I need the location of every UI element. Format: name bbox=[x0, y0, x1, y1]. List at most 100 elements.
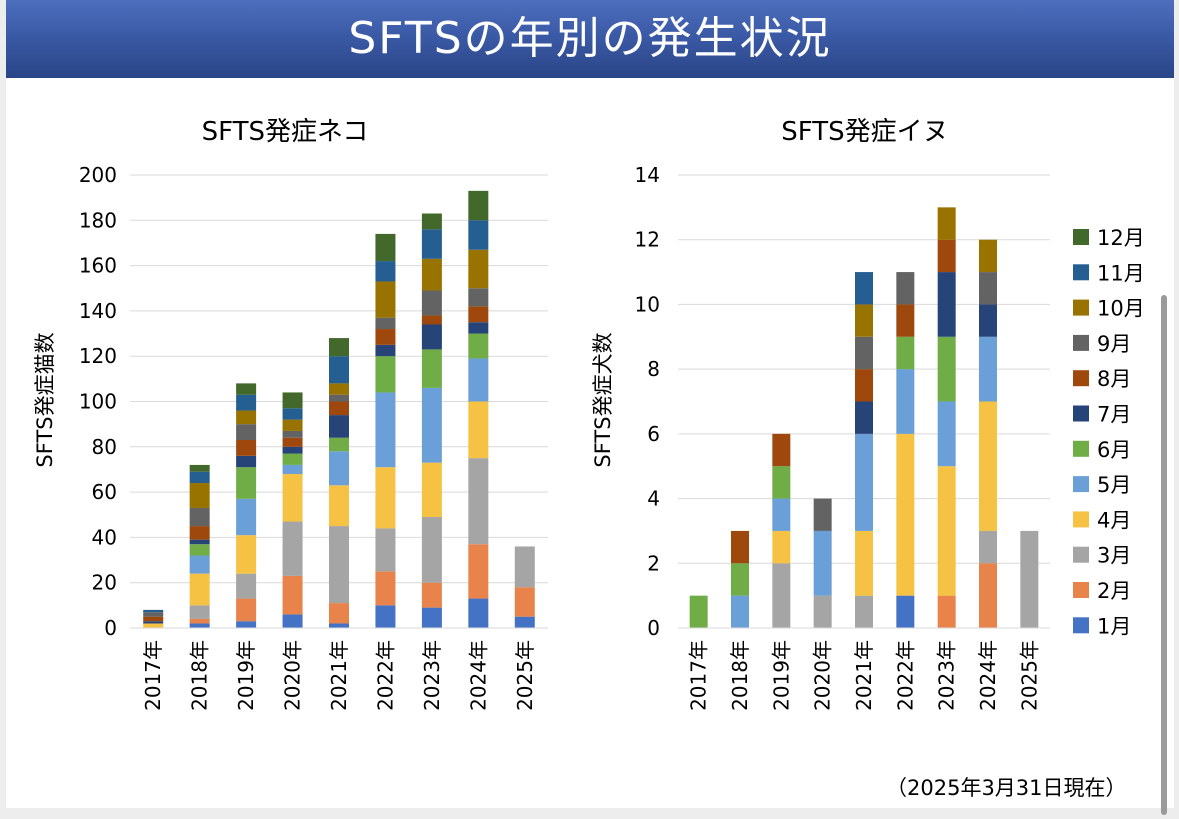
page-title: SFTSの年別の発生状況 bbox=[348, 13, 832, 64]
dog-bar-9 bbox=[979, 272, 997, 305]
dog-bar-6 bbox=[689, 595, 708, 628]
cat-bar-3 bbox=[421, 517, 442, 583]
dog-y-axis-label: SFTS発症犬数 bbox=[591, 332, 615, 467]
legend-label: 9月 bbox=[1097, 332, 1131, 356]
dog-bar-9 bbox=[896, 272, 915, 305]
cat-x-tick-label: 2024年 bbox=[466, 640, 490, 711]
dog-bar-10 bbox=[855, 304, 873, 337]
dog-bar-8 bbox=[855, 369, 873, 402]
legend-swatch bbox=[1073, 582, 1089, 598]
cat-bar-6 bbox=[236, 467, 257, 499]
dog-bar-10 bbox=[979, 239, 997, 273]
cat-chart-title: SFTS発症ネコ bbox=[202, 117, 369, 147]
legend-label: 7月 bbox=[1097, 403, 1131, 427]
cat-bar-8 bbox=[143, 616, 164, 622]
dog-bar-8 bbox=[896, 304, 915, 337]
cat-y-tick-label: 140 bbox=[79, 299, 117, 323]
cat-bar-4 bbox=[329, 485, 349, 527]
cat-bar-6 bbox=[282, 453, 303, 465]
cat-bar-5 bbox=[329, 451, 349, 486]
dog-bar-3 bbox=[979, 530, 997, 564]
legend-swatch bbox=[1073, 476, 1089, 493]
cat-bar-9 bbox=[468, 288, 489, 307]
cat-bar-3 bbox=[236, 573, 257, 599]
cat-bar-7 bbox=[143, 621, 164, 624]
dog-bar-5 bbox=[813, 530, 832, 596]
legend: 12月 11月 10月 9月 8月 7月 6月 5月 4月 3月 2月 1月 bbox=[1073, 226, 1145, 638]
cat-x-tick-label: 2025年 bbox=[513, 640, 537, 711]
dog-bar-3 bbox=[772, 563, 791, 628]
cat-bar-6 bbox=[189, 544, 210, 556]
cat-x-tick-label: 2017年 bbox=[141, 640, 165, 711]
cat-chart: SFTS発症ネコ SFTS発症猫数 0 20 40 60 80 100 120 140 160 180… bbox=[33, 117, 548, 711]
dog-bar-4 bbox=[937, 466, 956, 596]
cat-bar-2 bbox=[236, 598, 257, 622]
dog-bar-5 bbox=[772, 498, 791, 531]
cat-bar-11 bbox=[329, 356, 349, 384]
cat-bar-10 bbox=[375, 281, 396, 318]
cat-y-tick-label: 80 bbox=[92, 435, 117, 459]
dog-x-tick-label: 2021年 bbox=[852, 640, 876, 711]
scrollbar[interactable] bbox=[1161, 295, 1167, 815]
cat-bar-11 bbox=[189, 471, 210, 484]
cat-bar-6 bbox=[375, 356, 396, 393]
cat-bar-5 bbox=[282, 464, 303, 474]
dog-bar-3 bbox=[813, 595, 832, 628]
dog-x-tick-label: 2018年 bbox=[728, 640, 752, 711]
dog-y-tick-label: 12 bbox=[635, 228, 660, 252]
cat-bar-3 bbox=[468, 458, 489, 545]
cat-bar-4 bbox=[468, 401, 489, 459]
cat-bar-2 bbox=[329, 603, 349, 624]
cat-bar-12 bbox=[468, 190, 489, 221]
dog-bar-4 bbox=[896, 433, 915, 596]
dog-y-tick-label: 2 bbox=[647, 551, 660, 575]
cat-bar-7 bbox=[375, 344, 396, 357]
cat-bar-2 bbox=[421, 582, 442, 608]
cat-y-tick-label: 160 bbox=[79, 254, 117, 278]
cat-bar-7 bbox=[468, 322, 489, 334]
dog-y-tick-label: 8 bbox=[647, 357, 660, 381]
dog-chart-title: SFTS発症イヌ bbox=[781, 117, 948, 147]
cat-y-tick-label: 20 bbox=[92, 571, 117, 595]
dog-bar-9 bbox=[855, 336, 873, 370]
cat-bar-1 bbox=[514, 616, 535, 628]
dog-x-tick-label: 2023年 bbox=[935, 640, 959, 711]
cat-bar-12 bbox=[282, 392, 303, 409]
cat-bar-1 bbox=[468, 598, 489, 628]
cat-bar-6 bbox=[421, 349, 442, 388]
dog-bar-5 bbox=[937, 401, 956, 467]
legend-label: 3月 bbox=[1097, 544, 1131, 568]
cat-y-tick-label: 0 bbox=[104, 616, 117, 640]
cat-bar-4 bbox=[189, 573, 210, 606]
cat-y-tick-label: 40 bbox=[92, 525, 117, 549]
cat-bar-1 bbox=[421, 607, 442, 628]
cat-x-tick-label: 2023年 bbox=[420, 640, 444, 711]
cat-bar-5 bbox=[189, 555, 210, 574]
dog-bar-6 bbox=[896, 336, 915, 370]
cat-bar-12 bbox=[375, 233, 396, 262]
dog-x-tick-label: 2022年 bbox=[893, 640, 917, 711]
cat-x-tick-label: 2021年 bbox=[327, 640, 351, 711]
cat-x-tick-label: 2022年 bbox=[373, 640, 397, 711]
cat-bar-2 bbox=[468, 544, 489, 599]
cat-bar-6 bbox=[468, 333, 489, 359]
dog-bar-7 bbox=[979, 304, 997, 337]
dog-bar-7 bbox=[855, 401, 873, 434]
cat-y-tick-label: 120 bbox=[79, 344, 117, 368]
dog-bar-8 bbox=[731, 530, 749, 564]
cat-bar-10 bbox=[236, 410, 257, 425]
cat-bar-10 bbox=[189, 483, 210, 508]
cat-bar-12 bbox=[329, 338, 349, 357]
dog-y-tick-label: 6 bbox=[647, 422, 660, 446]
cat-bar-1 bbox=[375, 605, 396, 628]
dog-y-tick-label: 10 bbox=[635, 292, 660, 316]
dog-x-tick-label: 2024年 bbox=[976, 640, 1000, 711]
cat-bar-11 bbox=[143, 609, 164, 613]
dog-bar-5 bbox=[855, 433, 873, 531]
cat-bar-8 bbox=[282, 437, 303, 447]
cat-bar-3 bbox=[375, 528, 396, 572]
dog-y-tick-label: 14 bbox=[635, 163, 660, 187]
cat-bar-4 bbox=[375, 467, 396, 529]
legend-swatch bbox=[1073, 511, 1089, 528]
dog-bar-3 bbox=[1020, 530, 1039, 628]
